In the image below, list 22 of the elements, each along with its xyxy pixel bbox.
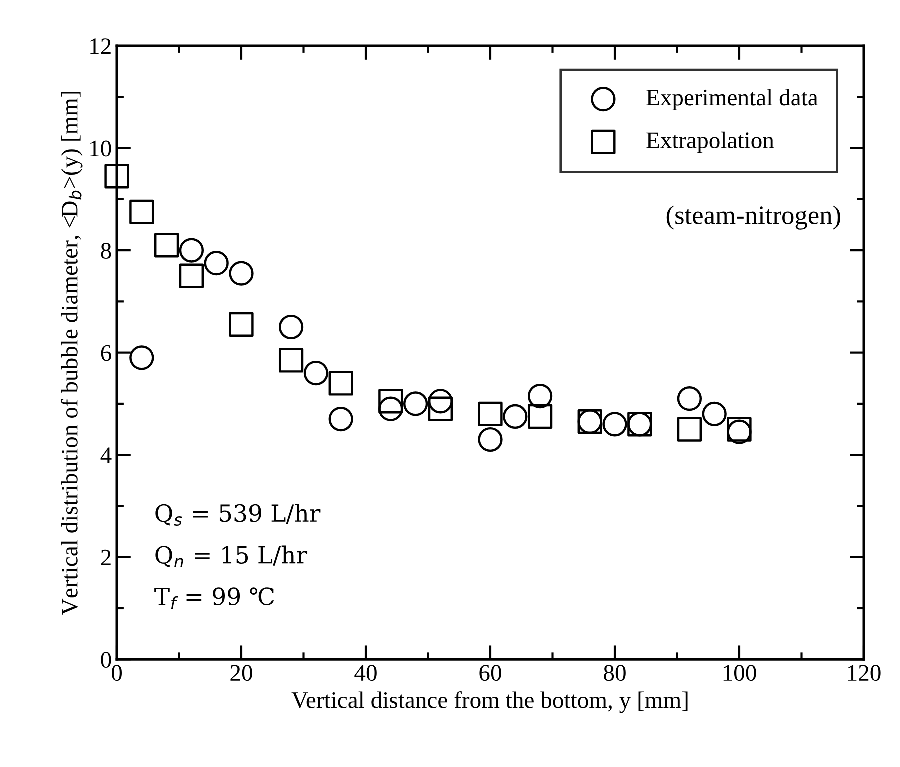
x-tick-label: 20 bbox=[230, 665, 252, 682]
annotation: T$_{f}$ = 99 ℃ bbox=[154, 588, 274, 610]
y-tick-label: 10 bbox=[90, 140, 112, 157]
legend-label: Experimental data bbox=[646, 89, 818, 111]
x-tick-label: 100 bbox=[724, 665, 756, 682]
x-tick-label: 0 bbox=[112, 665, 122, 682]
y-axis-title: Vertical distribution of bubble diameter, <D$_{b}$>(y) [mm] bbox=[61, 92, 83, 616]
annotation: (steam-nitrogen) bbox=[666, 206, 840, 230]
x-axis-title: Vertical distance from the bottom, y [mm] bbox=[292, 691, 688, 714]
y-tick-label: 0 bbox=[101, 652, 112, 668]
annotation: Q$_{n}$ = 15 L/hr bbox=[156, 546, 308, 568]
x-tick-label: 40 bbox=[354, 665, 377, 682]
y-tick-label: 6 bbox=[101, 345, 112, 362]
y-tick-label: 2 bbox=[101, 550, 111, 566]
y-tick-label: 8 bbox=[101, 243, 112, 259]
x-tick-label: 120 bbox=[848, 665, 881, 682]
x-tick-label: 80 bbox=[604, 665, 626, 682]
y-tick-label: 12 bbox=[90, 38, 111, 54]
legend-label: Extrapolation bbox=[646, 132, 774, 154]
y-tick-label: 4 bbox=[100, 448, 112, 464]
x-tick-label: 60 bbox=[480, 665, 502, 682]
annotation: Q$_{s}$ = 539 L/hr bbox=[156, 504, 321, 526]
